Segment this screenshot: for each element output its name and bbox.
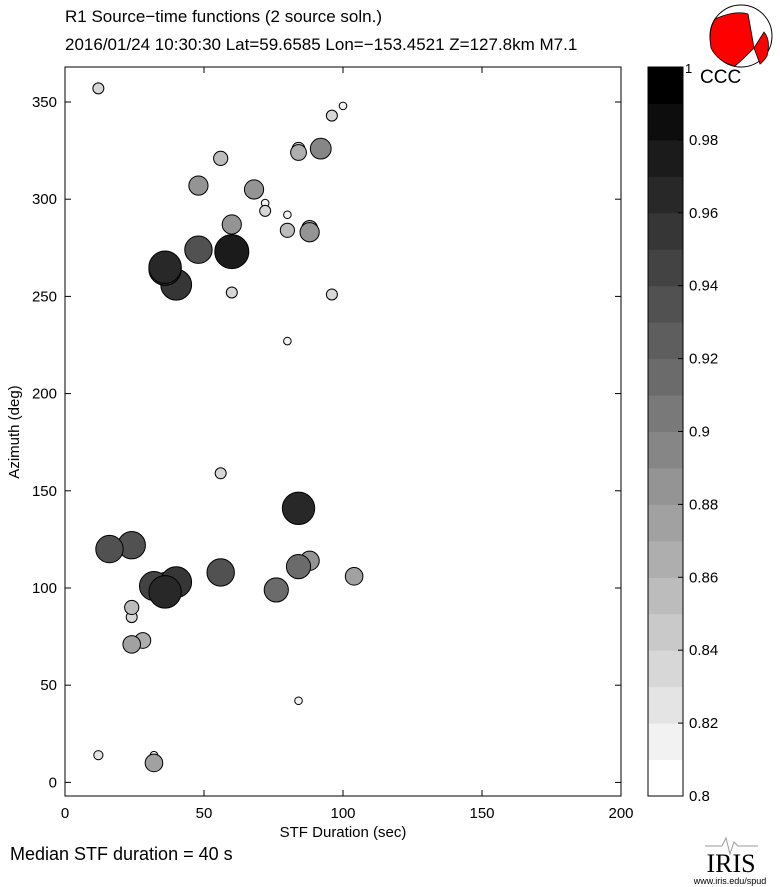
scatter-point xyxy=(283,210,292,220)
scatter-point xyxy=(243,179,265,200)
scatter-point xyxy=(95,534,124,564)
scatter-point xyxy=(325,288,338,301)
y-tick-label: 200 xyxy=(32,386,57,403)
scatter-point xyxy=(213,150,229,166)
colorbar-bin xyxy=(648,613,683,651)
scatter-point xyxy=(344,567,364,586)
colorbar-bin xyxy=(648,212,683,250)
iris-logo: IRIS www.iris.edu/spud xyxy=(693,836,767,886)
y-tick-label: 150 xyxy=(32,483,57,500)
colorbar-tick-label: 0.98 xyxy=(689,132,718,149)
colorbar-tick-label: 0.82 xyxy=(689,715,718,732)
chart-title: R1 Source−time functions (2 source soln.… xyxy=(65,7,382,26)
scatter-point xyxy=(184,235,213,264)
colorbar-bin xyxy=(648,358,683,396)
scatter-point xyxy=(325,109,338,122)
colorbar-bin xyxy=(648,67,683,104)
colorbar-title: CCC xyxy=(700,67,741,88)
scatter-point xyxy=(214,234,250,270)
colorbar-bin xyxy=(648,176,683,214)
colorbar-bin xyxy=(648,540,683,578)
colorbar-bin xyxy=(648,431,683,469)
iris-logo-text: IRIS xyxy=(706,849,755,878)
colorbar-bin xyxy=(648,467,683,505)
median-annotation: Median STF duration = 40 s xyxy=(10,844,233,864)
scatter-point xyxy=(259,204,272,217)
colorbar-bin xyxy=(648,686,683,724)
y-tick-label: 50 xyxy=(40,677,57,694)
x-tick-label: 100 xyxy=(330,805,355,822)
scatter-point xyxy=(124,599,140,616)
colorbar: 0.8 0.82 0.84 0.86 0.88 0.9 0.92 0.94 0.96 0.98 xyxy=(647,66,718,805)
scatter-point xyxy=(144,753,164,773)
colorbar-tick-label: 0.84 xyxy=(689,642,718,659)
colorbar-bin xyxy=(648,504,683,542)
x-tick-label: 0 xyxy=(61,805,69,822)
scatter-point xyxy=(309,137,332,160)
y-tick-label: 100 xyxy=(32,580,57,597)
scatter-point xyxy=(225,286,238,299)
colorbar-bin xyxy=(648,395,683,432)
scatter-point xyxy=(188,175,209,196)
colorbar-bin xyxy=(648,322,683,360)
scatter-point xyxy=(299,222,320,243)
colorbar-bin xyxy=(648,103,683,141)
y-tick-label: 0 xyxy=(49,774,57,791)
beachball-icon xyxy=(709,4,773,68)
colorbar-bin xyxy=(648,759,683,797)
x-tick-label: 50 xyxy=(196,805,213,822)
colorbar-tick-label: 0.96 xyxy=(689,205,718,222)
scatter-point xyxy=(122,635,142,654)
x-tick-label: 200 xyxy=(608,805,633,822)
scatter-point xyxy=(294,696,303,706)
y-tick-label: 250 xyxy=(32,288,57,305)
scatter-point xyxy=(285,554,312,580)
colorbar-tick-label: 0.94 xyxy=(689,278,718,295)
scatter-point xyxy=(290,144,307,161)
colorbar-top-label: 1 xyxy=(685,61,692,76)
scatter-point xyxy=(283,336,292,346)
colorbar-bin xyxy=(648,249,683,287)
colorbar-bin xyxy=(648,577,683,615)
colorbar-bin xyxy=(648,285,683,323)
colorbar-tick-label: 0.92 xyxy=(689,351,718,368)
scatter-point xyxy=(206,558,235,587)
scatter-point xyxy=(221,214,242,235)
x-tick-label: 150 xyxy=(469,805,494,822)
scatter-point xyxy=(92,82,105,95)
y-tick-label: 300 xyxy=(32,191,57,208)
colorbar-bin xyxy=(648,723,683,761)
scatter-point xyxy=(148,250,182,284)
iris-url: www.iris.edu/spud xyxy=(693,876,767,886)
scatter-point xyxy=(93,750,104,761)
scatter-point xyxy=(279,222,295,238)
colorbar-tick-label: 0.86 xyxy=(689,569,718,586)
chart-subtitle: 2016/01/24 10:30:30 Lat=59.6585 Lon=−153… xyxy=(65,35,577,54)
x-axis-label: STF Duration (sec) xyxy=(280,824,407,841)
seismogram-icon xyxy=(705,836,758,856)
y-tick-label: 350 xyxy=(32,94,57,111)
y-axis-label: Azimuth (deg) xyxy=(6,385,23,478)
scatter-point xyxy=(214,467,227,480)
scatter-point xyxy=(338,101,348,111)
colorbar-tick-label: 0.88 xyxy=(689,496,718,513)
scatter-point xyxy=(263,577,289,603)
scatter-point xyxy=(148,575,182,609)
colorbar-bin xyxy=(648,650,683,688)
plot-frame xyxy=(64,66,622,797)
colorbar-bin xyxy=(648,139,683,177)
colorbar-tick-label: 0.8 xyxy=(689,788,710,805)
colorbar-tick-label: 0.9 xyxy=(689,424,710,441)
scatter-point xyxy=(281,491,316,525)
